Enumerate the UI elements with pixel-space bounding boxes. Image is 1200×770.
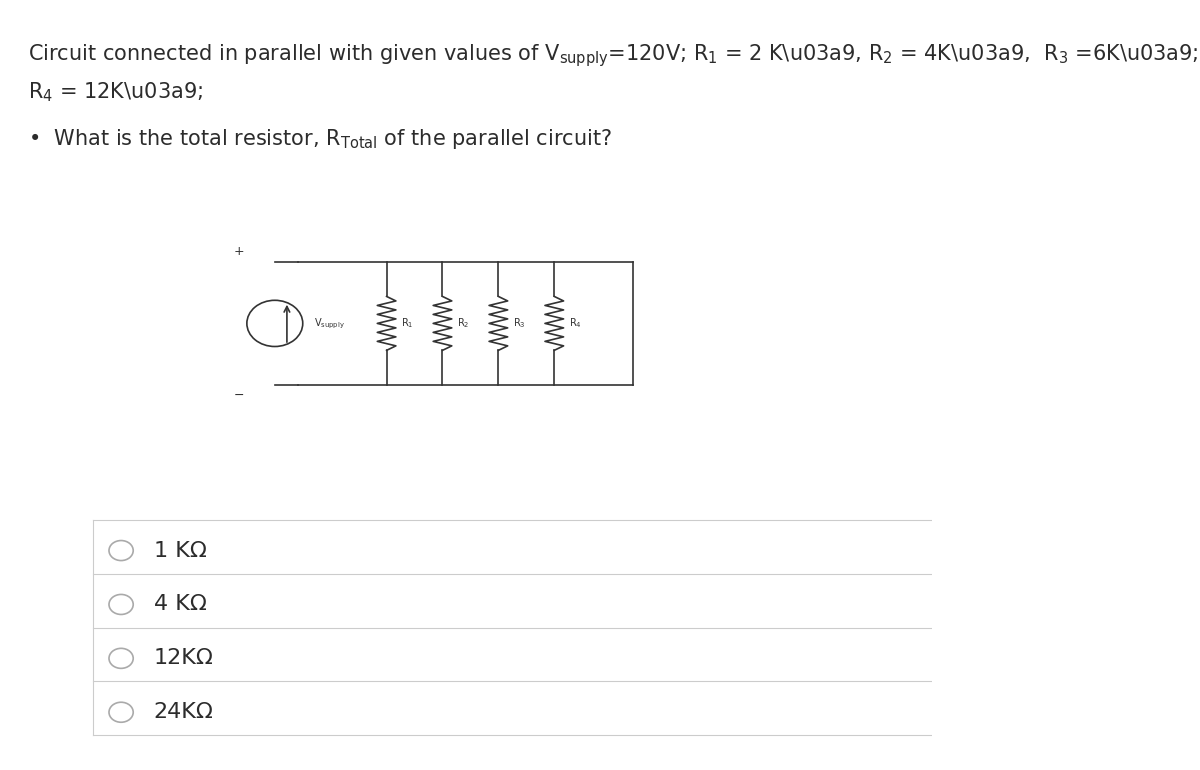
Text: R$_3$: R$_3$	[514, 316, 526, 330]
Text: 24KΩ: 24KΩ	[154, 702, 214, 722]
Text: V$_\mathrm{supply}$: V$_\mathrm{supply}$	[314, 316, 344, 330]
Text: −: −	[234, 389, 245, 402]
Text: R$_2$: R$_2$	[457, 316, 470, 330]
Text: 12KΩ: 12KΩ	[154, 648, 214, 668]
Text: R$_4$: R$_4$	[569, 316, 582, 330]
Text: R$_\mathrm{4}$ = 12K\u03a9;: R$_\mathrm{4}$ = 12K\u03a9;	[28, 81, 203, 105]
Text: +: +	[234, 245, 245, 258]
Text: •  What is the total resistor, R$_\mathrm{Total}$ of the parallel circuit?: • What is the total resistor, R$_\mathrm…	[28, 127, 612, 151]
Text: 1 KΩ: 1 KΩ	[154, 541, 206, 561]
Text: Circuit connected in parallel with given values of V$_\mathrm{supply}$=120V; R$_: Circuit connected in parallel with given…	[28, 42, 1199, 69]
Text: R$_1$: R$_1$	[402, 316, 414, 330]
Text: 4 KΩ: 4 KΩ	[154, 594, 206, 614]
